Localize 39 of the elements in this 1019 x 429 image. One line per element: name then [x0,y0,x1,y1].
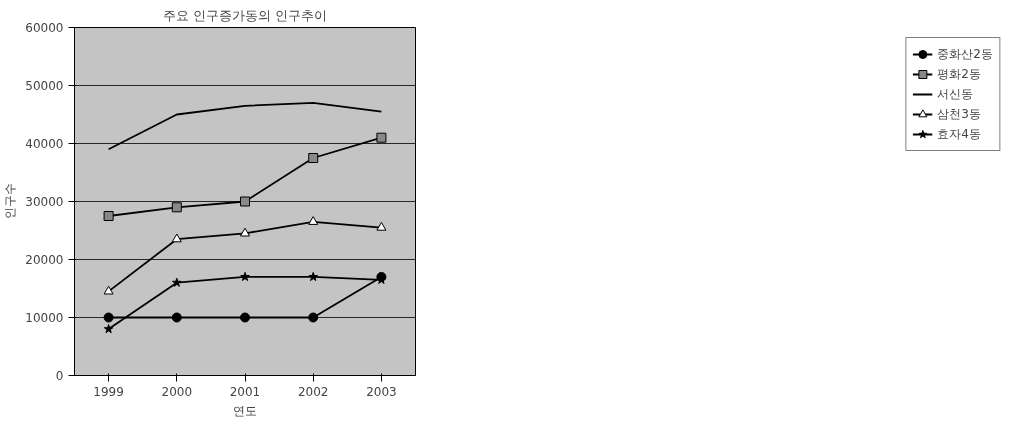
y-axis-title: 인구수 [3,183,18,220]
point [103,324,114,334]
point [103,211,114,221]
chart-title: 주요 인구증가동의 인구추이 [162,7,328,23]
legend-label: 평화2동 [937,65,981,83]
x-tick-label: 2002 [297,384,329,399]
point [171,312,182,323]
legend-label: 삼천3동 [937,105,981,123]
x-tick-label: 1999 [93,384,124,399]
y-tick-label: 60000 [25,21,64,35]
y-tick-label: 40000 [25,137,64,151]
point [240,271,250,282]
point [103,285,114,295]
point [308,312,319,323]
x-tick-label: 2001 [229,384,261,399]
x-tick-label: 2003 [366,384,397,399]
legend-label: 효자4동 [937,125,981,143]
point [103,312,114,323]
point [240,196,250,207]
legend-label: 서신동 [937,85,974,103]
point [171,202,182,213]
y-tick-label: 0 [55,369,64,383]
point [376,132,387,143]
x-axis-title: 연도 [233,403,257,418]
point [308,271,318,282]
line-series [107,102,383,151]
y-tick-label: 10000 [25,311,64,325]
point [376,221,387,231]
point [171,233,182,243]
y-tick-label: 30000 [25,195,64,209]
point [308,153,319,163]
y-tick-label: 50000 [25,79,64,93]
x-tick-label: 2000 [161,384,193,399]
point [308,216,319,225]
y-tick-label: 20000 [25,253,64,267]
point [240,312,250,323]
point [172,277,182,287]
legend-label: 중화산2동 [937,45,993,63]
point [240,227,250,237]
